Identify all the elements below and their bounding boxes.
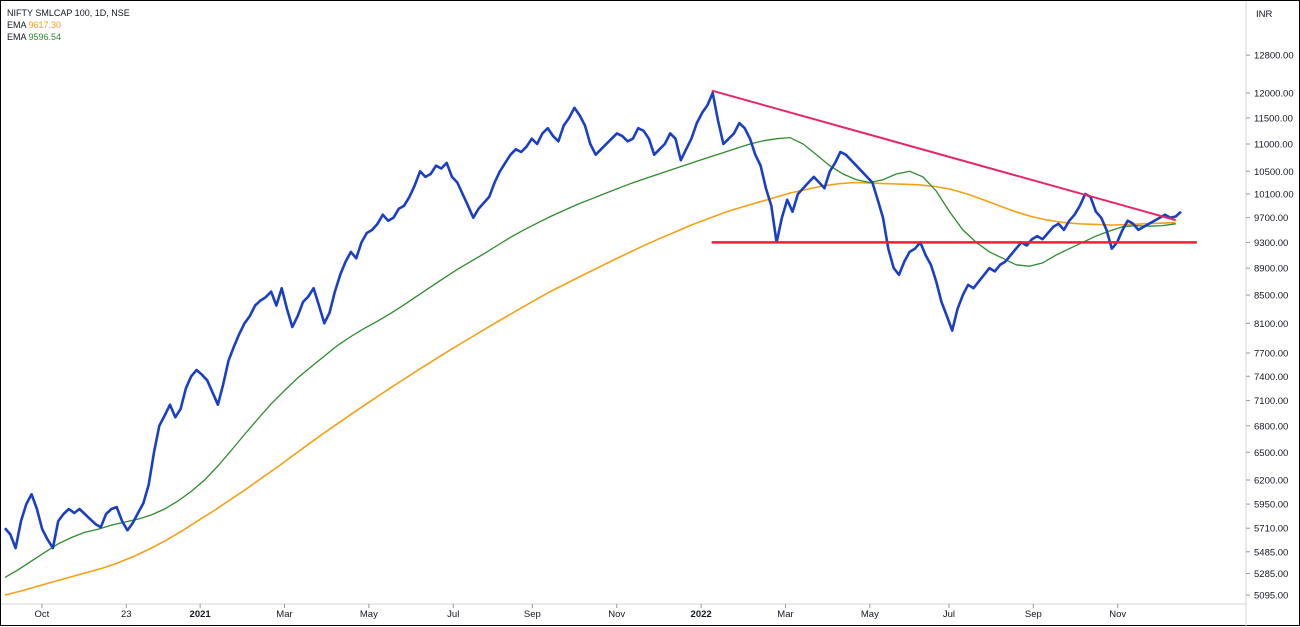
y-tick-label: 10100.00	[1254, 190, 1294, 201]
price-series	[4, 91, 1182, 550]
chart-legend: NIFTY SMLCAP 100, 1D, NSE EMA 9617.30 EM…	[7, 7, 130, 43]
x-tick-label: 2021	[190, 609, 212, 620]
ema1-label: EMA	[7, 20, 27, 30]
y-tick-label: 7100.00	[1254, 396, 1288, 407]
x-tick-label: May	[360, 609, 378, 620]
price-line	[4, 91, 1182, 550]
y-tick-label: 8500.00	[1254, 291, 1288, 302]
ema-orange-series	[4, 181, 1176, 596]
x-tick-label: 2022	[691, 609, 712, 620]
price-axis[interactable]: INR 12800.00 12000.00 11500.00 11000.00 10500…	[1246, 9, 1294, 602]
ema-orange-line	[4, 181, 1176, 596]
ema2-label: EMA	[7, 32, 27, 42]
x-tick-label: Jul	[447, 609, 459, 620]
y-tick-label: 12000.00	[1254, 89, 1294, 100]
x-tick-label: Jul	[943, 609, 955, 620]
drawing-lines	[711, 89, 1197, 244]
ema1-legend: EMA 9617.30	[7, 19, 130, 31]
y-tick-label: 6200.00	[1254, 475, 1288, 486]
y-tick-label: 5095.00	[1254, 591, 1288, 602]
x-tick-label: Oct	[35, 609, 50, 620]
x-tick-label: Mar	[777, 609, 793, 620]
y-tick-label: 12800.00	[1254, 51, 1294, 62]
y-tick-label: 5485.00	[1254, 547, 1288, 558]
ema2-value: 9596.54	[28, 32, 62, 42]
y-tick-label: 11000.00	[1254, 139, 1293, 150]
y-tick-label: 9300.00	[1254, 238, 1288, 249]
y-tick-label: 11500.00	[1254, 113, 1293, 124]
ema-green-series	[4, 136, 1176, 578]
currency-label: INR	[1256, 9, 1273, 20]
ema2-legend: EMA 9596.54	[7, 31, 130, 43]
y-tick-label: 7400.00	[1254, 372, 1288, 383]
time-axis[interactable]: Oct 23 2021 Mar May Jul Sep Nov 2022 Mar May Jul Sep…	[35, 604, 1127, 620]
x-tick-label: Sep	[524, 609, 541, 620]
ema1-value: 9617.30	[28, 20, 62, 30]
x-tick-label: Nov	[1109, 609, 1126, 620]
y-tick-label: 5710.00	[1254, 524, 1288, 535]
x-tick-label: May	[861, 609, 879, 620]
y-tick-label: 5285.00	[1254, 569, 1288, 580]
x-tick-label: Mar	[276, 609, 292, 620]
resistance-trendline[interactable]	[711, 89, 1176, 222]
y-tick-label: 5950.00	[1254, 500, 1288, 511]
symbol-title: NIFTY SMLCAP 100, 1D, NSE	[7, 8, 130, 18]
x-tick-label: Sep	[1025, 609, 1042, 620]
y-tick-label: 6800.00	[1254, 421, 1288, 432]
y-tick-label: 10500.00	[1254, 167, 1294, 178]
y-tick-label: 8100.00	[1254, 319, 1288, 330]
x-tick-label: 23	[121, 609, 132, 620]
ema-green-line	[4, 136, 1176, 578]
y-tick-label: 9700.00	[1254, 213, 1288, 224]
y-tick-label: 8900.00	[1254, 264, 1288, 275]
x-tick-label: Nov	[608, 609, 625, 620]
y-tick-label: 6500.00	[1254, 448, 1288, 459]
y-tick-label: 7700.00	[1254, 349, 1288, 360]
